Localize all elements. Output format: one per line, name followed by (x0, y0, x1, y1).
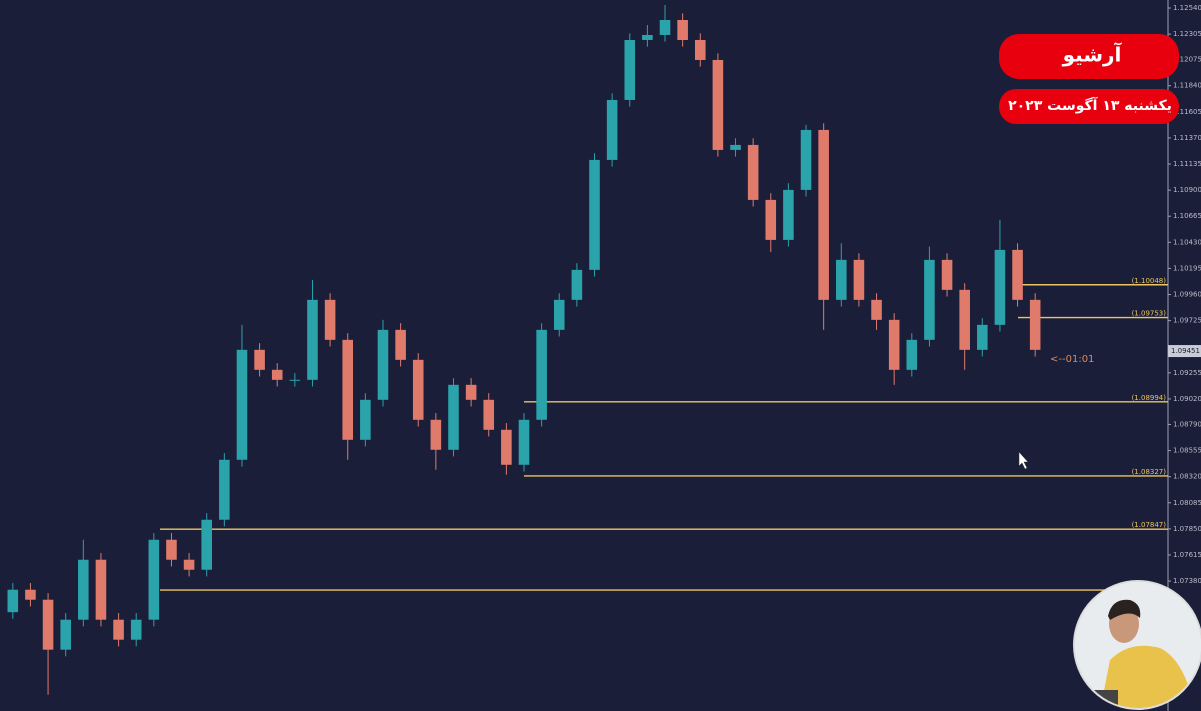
mouse-cursor (1018, 451, 1029, 470)
y-tick-label: 1.10665 (1173, 212, 1201, 220)
candle-body (236, 349, 248, 460)
level-label: (1.09753) (1132, 310, 1167, 318)
y-tick-label: 1.08085 (1173, 499, 1201, 507)
candle-body (589, 159, 600, 270)
timer: <--01:01 (1050, 354, 1094, 365)
candle-body (95, 559, 107, 620)
candle-body (42, 599, 54, 650)
candle-body (642, 34, 653, 40)
candle-body (871, 299, 882, 320)
level-label: (1.08327) (1132, 468, 1167, 476)
candle-body (7, 589, 19, 613)
candle-body (130, 619, 142, 640)
level-label: (1.07847) (1132, 521, 1167, 529)
y-tick-label: 1.10430 (1173, 238, 1201, 246)
date: یکشنبه ۱۳ آگوست ۲۰۲۳ (1008, 96, 1172, 114)
candle-body (219, 459, 230, 520)
candle-body (906, 339, 918, 370)
candle-body (888, 319, 900, 370)
candle-body (941, 259, 953, 290)
candle-body (677, 19, 688, 40)
level-label: (1.08994) (1132, 394, 1167, 402)
candle-body (1012, 249, 1023, 300)
candle-body (501, 429, 512, 465)
candle-body (765, 199, 777, 240)
candle-body (783, 189, 794, 240)
candle-body (465, 384, 477, 400)
y-tick-label: 1.07615 (1173, 551, 1201, 559)
candle-body (624, 39, 636, 100)
candle-body (518, 419, 530, 465)
candle-body (430, 419, 442, 450)
candle-body (271, 369, 283, 380)
candle-body (360, 399, 371, 440)
y-tick-label: 1.09255 (1173, 369, 1201, 377)
y-tick-label: 1.08320 (1173, 473, 1201, 481)
candle-body (113, 619, 124, 640)
y-tick-label: 1.12305 (1173, 30, 1201, 38)
candle-body (818, 129, 829, 300)
candle-body (694, 39, 706, 60)
candle-body (448, 384, 459, 450)
candle-body (959, 289, 970, 350)
candle-body (148, 539, 160, 620)
candle-body (800, 129, 812, 190)
candle-body (747, 144, 759, 200)
candle-body (994, 249, 1006, 325)
y-tick-label: 1.08790 (1173, 420, 1201, 428)
y-tick-label: 1.07380 (1173, 577, 1201, 585)
candle-body (201, 519, 212, 570)
y-tick-label: 1.11605 (1173, 108, 1201, 116)
candle-body (836, 259, 847, 300)
candle-body (412, 359, 424, 420)
candle-body (1029, 299, 1041, 350)
y-tick-label: 1.12075 (1173, 56, 1201, 64)
candle-body (307, 299, 318, 380)
candle-body (977, 324, 988, 350)
candle-body (324, 299, 336, 340)
y-tick-label: 1.11135 (1173, 160, 1201, 168)
y-tick-label: 1.08555 (1173, 447, 1201, 455)
badge: آرشیو (1062, 42, 1123, 67)
y-tick-label: 1.11840 (1173, 82, 1201, 90)
webcam (1073, 580, 1201, 710)
candle-body (183, 559, 195, 570)
candle-body (853, 259, 865, 300)
current-price-label: 1.09451 (1171, 347, 1200, 355)
y-tick-label: 1.10900 (1173, 186, 1201, 194)
candle-body (60, 619, 71, 650)
candle-body (78, 559, 89, 620)
y-tick-label: 1.12540 (1173, 4, 1201, 12)
y-tick-label: 1.10195 (1173, 264, 1201, 272)
y-tick-label: 1.09725 (1173, 317, 1201, 325)
candle-body (659, 19, 671, 35)
plot: 1.12540 1.12305 1.12075 1.11840 1.11605 1.113… (7, 4, 1201, 695)
badge-pill (999, 34, 1179, 79)
candle-body (254, 349, 265, 370)
candle-body (342, 339, 354, 440)
candle-body (571, 269, 583, 300)
candle-body (553, 299, 565, 330)
candle-body (166, 539, 177, 560)
date-pill (999, 89, 1179, 124)
candle-body (289, 379, 301, 381)
y-tick-label: 1.09020 (1173, 395, 1201, 403)
candle-body (25, 589, 36, 600)
candle-body (395, 329, 406, 360)
candle-body (606, 99, 618, 160)
candle-body (377, 329, 389, 400)
candle-body (730, 144, 741, 150)
y-tick-label: 1.11370 (1173, 134, 1201, 142)
candle-body (712, 59, 724, 150)
candle-body (924, 259, 935, 340)
candle-body (483, 399, 495, 430)
candle-body (536, 329, 547, 420)
current-price-box (1168, 345, 1201, 358)
y-tick-label: 1.09960 (1173, 291, 1201, 299)
level-label: (1.10048) (1132, 277, 1167, 285)
y-tick-label: 1.07850 (1173, 525, 1201, 533)
